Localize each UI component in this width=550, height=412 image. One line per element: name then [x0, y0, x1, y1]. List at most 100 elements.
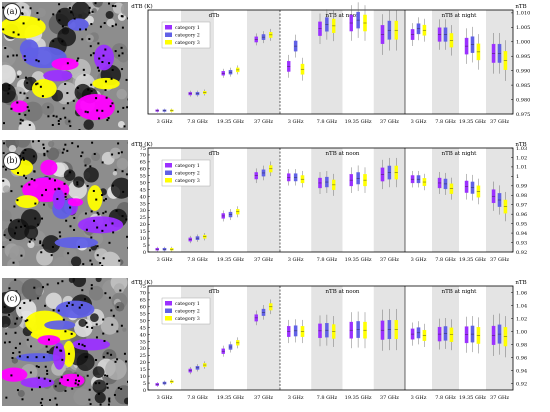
terrain-blob [27, 241, 35, 249]
pixel-dot [90, 23, 93, 26]
pixel-dot [18, 355, 21, 358]
shade-band [311, 148, 343, 252]
pixel-dot [108, 296, 111, 299]
pixel-dot [68, 6, 71, 9]
pixel-dot [90, 263, 93, 266]
legend-entry: category 2 [175, 33, 200, 39]
pixel-dot [42, 286, 45, 289]
pixel-dot [103, 339, 106, 342]
pixel-dot [116, 110, 119, 113]
left-tick-label: 10 [140, 236, 146, 242]
pixel-dot [94, 382, 97, 385]
pixel-dot [69, 125, 72, 128]
pixel-dot [49, 379, 52, 382]
left-tick-label: 75 [140, 284, 146, 290]
pixel-dot [101, 194, 104, 197]
pixel-dot [102, 356, 105, 359]
pixel-dot [32, 155, 35, 158]
pixel-dot [90, 236, 93, 239]
pixel-dot [101, 264, 104, 266]
pixel-dot [126, 106, 128, 109]
pixel-dot [74, 382, 77, 385]
pixel-dot [8, 313, 11, 316]
pixel-dot [20, 185, 23, 188]
x-tick-label: 19.35 GHz [217, 257, 244, 263]
shade-band [432, 148, 459, 252]
right-tick-label: 1.04 [516, 303, 527, 309]
pixel-dot [123, 125, 126, 128]
pixel-dot [21, 398, 24, 401]
category-region [2, 367, 28, 382]
pixel-dot [8, 287, 11, 290]
pixel-dot [116, 306, 119, 309]
x-tick-label: 19.35 GHz [217, 119, 244, 125]
pixel-dot [102, 332, 105, 335]
crater-shadow [78, 318, 87, 327]
pixel-dot [8, 341, 11, 344]
pixel-dot [58, 19, 61, 22]
section-title: nTB at noon [326, 289, 360, 295]
terrain-blob [122, 327, 127, 332]
map-image-b [2, 140, 128, 266]
pixel-dot [111, 102, 114, 105]
pixel-dot [37, 60, 40, 63]
legend-swatch [165, 163, 172, 168]
pixel-dot [71, 142, 74, 145]
pixel-dot [37, 366, 40, 369]
left-tick-label: 70 [140, 153, 146, 159]
pixel-dot [42, 143, 45, 146]
pixel-dot [71, 387, 74, 390]
category-region [75, 94, 115, 121]
pixel-dot [113, 393, 116, 396]
pixel-dot [49, 398, 52, 401]
left-tick-label: 55 [140, 174, 146, 180]
right-tick-label: 0.990 [516, 68, 530, 74]
pixel-dot [39, 242, 42, 245]
category-region [67, 18, 89, 31]
terrain-blob [116, 88, 127, 100]
terrain-blob [2, 64, 16, 86]
pixel-dot [94, 2, 97, 5]
left-tick-label: 0 [143, 388, 146, 394]
pixel-dot [86, 325, 89, 328]
pixel-dot [41, 244, 44, 247]
terrain-blob [94, 248, 109, 263]
terrain-blob [31, 140, 53, 154]
category-region [43, 69, 73, 82]
pixel-dot [121, 26, 124, 29]
left-tick-label: 20 [140, 360, 146, 366]
pixel-dot [15, 54, 18, 57]
left-tick-label: 75 [140, 146, 146, 152]
panel-tag: (a) [3, 3, 21, 21]
legend-entry: category 1 [175, 25, 200, 31]
pixel-dot [82, 263, 85, 266]
pixel-dot [69, 225, 72, 228]
pixel-dot [88, 388, 91, 391]
terrain-blob [8, 144, 17, 153]
category-region [77, 216, 124, 234]
terrain-blob [45, 292, 62, 309]
pixel-dot [85, 228, 88, 231]
pixel-dot [95, 359, 98, 362]
left-tick-label: 45 [140, 187, 146, 193]
pixel-dot [119, 289, 122, 292]
category-region [40, 159, 58, 176]
pixel-dot [107, 117, 110, 120]
pixel-dot [103, 199, 106, 202]
pixel-dot [99, 403, 102, 406]
pixel-dot [84, 356, 87, 359]
pixel-dot [78, 343, 81, 346]
x-tick-label: 37 GHz [254, 119, 273, 125]
x-tick-label: 3 GHz [288, 119, 304, 125]
pixel-dot [30, 238, 33, 241]
box-chart-b: dTB (K) nTB 75 70 65 60 55 50 45 40 35 30 25 20 15 10 5 0… [128, 138, 548, 270]
pixel-dot [80, 304, 83, 307]
right-tick-label: 0.96 [516, 355, 527, 361]
legend-entry: category 1 [175, 301, 200, 307]
pixel-dot [20, 158, 23, 161]
pixel-dot [106, 374, 109, 377]
pixel-dot [116, 358, 119, 361]
